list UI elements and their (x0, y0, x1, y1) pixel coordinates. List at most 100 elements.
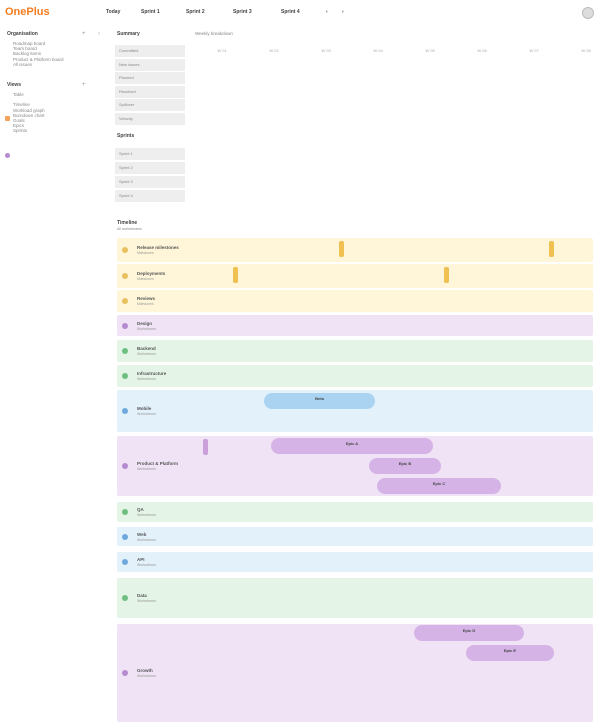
lane-icon (122, 348, 128, 354)
lane-name[interactable]: Infrastructure (137, 371, 167, 376)
lane-subtitle: Milestones (137, 302, 154, 306)
row-label: New issues (115, 58, 185, 71)
nav-tab[interactable]: Today (106, 9, 121, 15)
sidebar-section-title: Organisation (7, 31, 38, 37)
table-cell: W 03 (321, 48, 331, 53)
lane-subtitle: Workstream (137, 326, 156, 331)
timeline-lane: Backend Workstream (117, 340, 593, 362)
lane-name[interactable]: Product & Platform (137, 461, 179, 466)
timeline-lane: Deployments Milestones (117, 264, 593, 288)
lane-icon (122, 408, 128, 414)
lane-icon (122, 298, 128, 304)
lane-name[interactable]: QA (137, 507, 144, 512)
lane-subtitle: Workstream (137, 563, 156, 567)
sidebar-item[interactable]: Team board (13, 46, 37, 52)
row-label: Velocity (115, 112, 185, 125)
timeline-bar[interactable]: Beta (264, 393, 375, 409)
sidebar-item[interactable]: Sprints (13, 128, 28, 134)
timeline-bar[interactable]: Epic C (377, 478, 501, 494)
sidebar-item[interactable]: Product & Platform board (13, 56, 64, 62)
lane-name[interactable]: Mobile (137, 406, 152, 411)
sidebar-item[interactable]: All issues (13, 61, 33, 67)
sidebar-item[interactable]: Burndown chart (13, 112, 45, 118)
table-cell: W 07 (529, 48, 539, 53)
timeline-bar[interactable]: Epic A (271, 438, 433, 454)
table-cell: W 04 (373, 48, 383, 53)
row-label: Committed (115, 45, 185, 57)
lane-subtitle: Workstream (137, 352, 156, 356)
sprint-label: Sprint 3 (115, 176, 185, 188)
lane-name[interactable]: API (137, 557, 145, 562)
nav-tab[interactable]: Sprint 1 (141, 9, 160, 15)
lane-subtitle: Workstream (137, 412, 156, 416)
timeline-lane: Web Workstream (117, 527, 593, 546)
orange-dot-icon (5, 116, 10, 121)
lane-name[interactable]: Design (137, 320, 153, 326)
sidebar-item[interactable]: Goals (13, 118, 25, 123)
milestone-marker[interactable] (549, 241, 554, 257)
lane-icon (122, 670, 128, 676)
lane-name[interactable]: Release milestones (137, 245, 179, 250)
sprint-label: Sprint 4 (115, 190, 185, 202)
timeline-lane: Reviews Milestones (117, 290, 593, 312)
timeline-lane: Product & Platform Workstream Epic A Epic B… (117, 436, 593, 496)
lane-subtitle: Milestones (137, 251, 154, 255)
sidebar-section-title: Views (7, 82, 22, 88)
sidebar-item[interactable]: Timeline (13, 102, 30, 108)
logo[interactable]: OnePlus (5, 6, 50, 18)
lane-name[interactable]: Data (137, 593, 147, 598)
lane-icon (122, 373, 128, 379)
nav-tab[interactable]: Sprint 2 (186, 9, 205, 15)
lane-icon (122, 595, 128, 601)
lane-name[interactable]: Deployments (137, 271, 166, 276)
table-cell: W 08 (581, 48, 591, 53)
sidebar-item[interactable]: Epics (13, 123, 25, 129)
timeline-subtitle: All workstreams (117, 227, 142, 231)
milestone-marker[interactable] (444, 267, 449, 283)
lane-icon (122, 247, 128, 253)
table-cell: W 06 (477, 48, 487, 53)
table-cell: W 01 (217, 48, 227, 53)
nav-tab[interactable]: ‹ (326, 9, 328, 15)
timeline-lane: API Workstream (117, 552, 593, 572)
lane-subtitle: Workstream (137, 599, 156, 603)
lane-subtitle: Workstream (137, 467, 156, 471)
lane-icon (122, 463, 128, 469)
timeline-bar[interactable]: Epic D (414, 625, 524, 641)
row-label: Spillover (115, 99, 185, 111)
lane-name[interactable]: Growth (137, 668, 153, 673)
purple-dot-icon (5, 153, 10, 158)
add-icon[interactable]: + (82, 82, 86, 88)
lane-icon (122, 533, 128, 540)
sidebar-item[interactable]: Workload graph (13, 107, 45, 113)
lane-subtitle: Workstream (137, 513, 156, 517)
milestone-marker[interactable] (233, 267, 238, 283)
lane-name[interactable]: Reviews (137, 296, 156, 301)
sidebar-item[interactable]: Table (13, 92, 24, 97)
table-cell: W 05 (425, 48, 435, 53)
timeline-title: Timeline (117, 220, 138, 226)
sidebar-item[interactable]: Roadmap board (13, 41, 46, 46)
nav-tab[interactable]: › (342, 9, 344, 15)
milestone-marker[interactable] (339, 241, 344, 257)
collapse-icon[interactable]: ‹ (98, 31, 100, 37)
lane-icon (122, 273, 128, 279)
timeline-bar[interactable]: Epic B (369, 458, 441, 474)
timeline-lane: Mobile Workstream Beta (117, 390, 593, 432)
sidebar-item[interactable]: Backlog items (13, 51, 42, 57)
lane-name[interactable]: Backend (137, 346, 156, 351)
sprint-label: Sprint 1 (115, 148, 185, 160)
timeline-lane: Growth Workstream Epic D Epic E (117, 624, 593, 722)
row-label: Planned (115, 72, 185, 84)
lane-icon (122, 559, 128, 565)
milestone-marker[interactable] (203, 439, 208, 455)
nav-tab[interactable]: Sprint 4 (281, 9, 300, 15)
timeline-bar[interactable]: Epic E (466, 645, 554, 661)
add-icon[interactable]: + (82, 31, 86, 37)
lane-name[interactable]: Web (137, 531, 147, 537)
lane-icon (122, 322, 128, 329)
timeline-lane: Infrastructure Workstream (117, 365, 593, 387)
nav-tab[interactable]: Sprint 3 (233, 9, 252, 15)
avatar[interactable] (582, 7, 594, 19)
lane-subtitle: Workstream (137, 674, 156, 678)
